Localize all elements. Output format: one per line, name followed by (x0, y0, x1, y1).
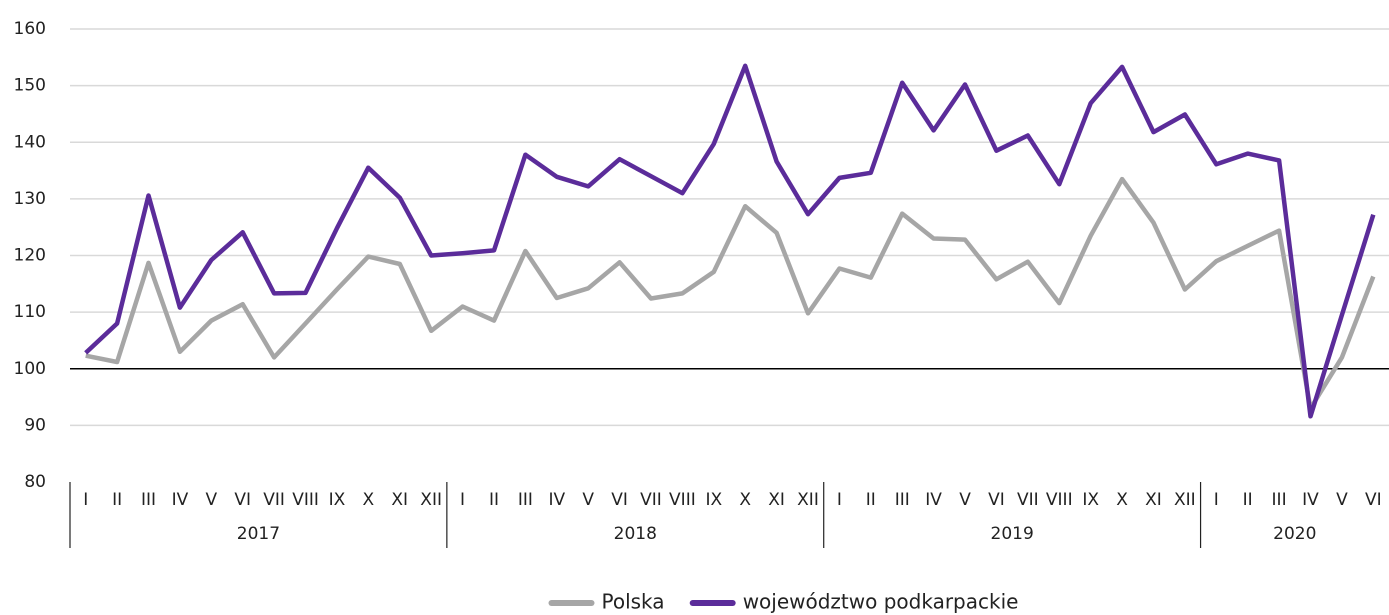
x-tick-label: VI (1365, 490, 1382, 510)
x-tick-label: VIII (1046, 490, 1073, 510)
x-tick-label: VII (1017, 490, 1039, 510)
x-tick-label: I (1214, 490, 1219, 510)
x-tick-label: XII (1174, 490, 1196, 510)
series-line (85, 176, 1376, 411)
y-tick-label: 100 (14, 359, 46, 379)
x-tick-label: II (1243, 490, 1253, 510)
x-tick-label: VI (988, 490, 1005, 510)
x-tick-label: V (959, 490, 971, 510)
x-tick-label: IV (925, 490, 942, 510)
x-tick-label: II (866, 490, 876, 510)
x-tick-label: II (489, 490, 499, 510)
x-tick-label: VI (611, 490, 628, 510)
x-tick-label: III (141, 490, 156, 510)
y-tick-label: 160 (14, 19, 46, 39)
x-tick-label: IX (329, 490, 346, 510)
x-tick-label: VIII (669, 490, 696, 510)
x-tick-label: I (460, 490, 465, 510)
x-group-label: 2020 (1273, 524, 1316, 544)
legend-label: województwo podkarpackie (743, 590, 1019, 614)
x-tick-label: III (1272, 490, 1287, 510)
y-tick-label: 90 (24, 415, 46, 435)
x-group-label: 2018 (614, 524, 657, 544)
x-tick-label: II (112, 490, 122, 510)
x-tick-label: V (206, 490, 218, 510)
y-tick-label: 110 (14, 302, 46, 322)
x-tick-label: VI (234, 490, 251, 510)
series-line (84, 63, 1376, 419)
y-tick-label: 120 (14, 246, 46, 266)
x-tick-label: VII (263, 490, 285, 510)
x-tick-label: X (1116, 490, 1128, 510)
y-tick-label: 150 (14, 76, 46, 96)
x-tick-label: VII (640, 490, 662, 510)
x-tick-label: I (837, 490, 842, 510)
x-tick-label: I (83, 490, 88, 510)
x-tick-label: VIII (292, 490, 319, 510)
x-tick-label: IV (548, 490, 565, 510)
legend-label: Polska (602, 590, 665, 614)
x-tick-label: V (582, 490, 594, 510)
y-tick-label: 80 (24, 472, 46, 492)
x-tick-label: XII (797, 490, 819, 510)
x-tick-label: XII (420, 490, 442, 510)
x-tick-label: IX (1082, 490, 1099, 510)
x-group-label: 2017 (237, 524, 280, 544)
x-tick-label: III (518, 490, 533, 510)
y-tick-label: 140 (14, 132, 46, 152)
x-tick-label: XI (391, 490, 408, 510)
x-tick-label: XI (768, 490, 785, 510)
x-tick-label: XI (1145, 490, 1162, 510)
y-tick-label: 130 (14, 189, 46, 209)
x-tick-label: V (1336, 490, 1348, 510)
x-tick-label: IX (705, 490, 722, 510)
x-tick-label: IV (1302, 490, 1319, 510)
x-tick-label: X (363, 490, 375, 510)
x-tick-label: IV (172, 490, 189, 510)
x-tick-label: III (895, 490, 910, 510)
x-tick-label: X (739, 490, 751, 510)
x-group-label: 2019 (991, 524, 1034, 544)
